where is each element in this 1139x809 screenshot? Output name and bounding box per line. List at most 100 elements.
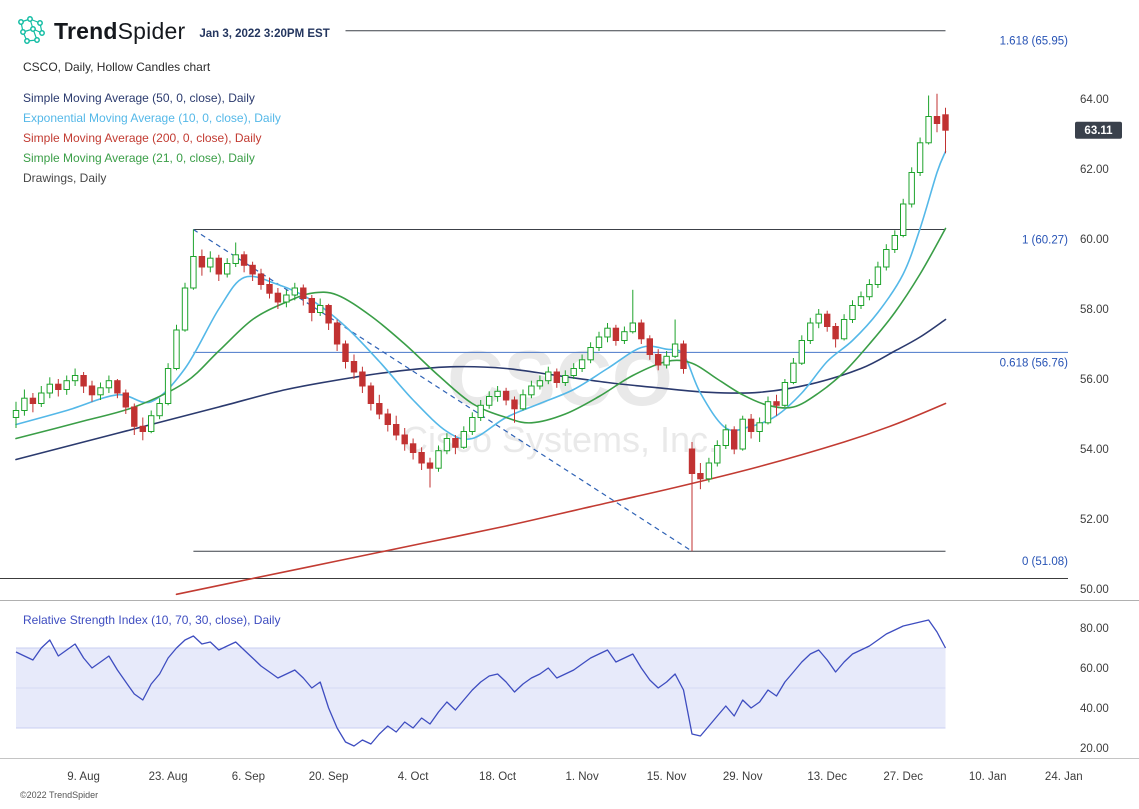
candle bbox=[722, 429, 729, 446]
candle bbox=[71, 375, 79, 382]
rsi-tick: 40.00 bbox=[1080, 703, 1109, 715]
candle bbox=[773, 401, 780, 406]
candle bbox=[502, 390, 510, 401]
candlesticks bbox=[12, 93, 949, 552]
date-tick: 10. Jan bbox=[969, 771, 1007, 783]
candle bbox=[97, 387, 104, 396]
candle bbox=[55, 383, 62, 391]
date-tick: 18. Oct bbox=[479, 771, 517, 783]
candle bbox=[249, 264, 256, 275]
candle bbox=[790, 362, 797, 384]
candle bbox=[663, 355, 670, 366]
rsi-axis[interactable]: 80.00 60.00 40.00 20.00 bbox=[1080, 623, 1109, 755]
brand-name-regular: Spider bbox=[117, 17, 186, 44]
date-tick: 20. Sep bbox=[309, 771, 349, 783]
legend-drawings[interactable]: Drawings, Daily bbox=[23, 171, 107, 185]
price-tick: 58.00 bbox=[1080, 304, 1109, 316]
price-tick: 60.00 bbox=[1080, 234, 1109, 246]
candle bbox=[443, 438, 451, 452]
candle bbox=[916, 142, 924, 174]
candle bbox=[832, 326, 839, 340]
legend-sma-200[interactable]: Simple Moving Average (200, 0, close), D… bbox=[23, 131, 262, 145]
legend-rsi[interactable]: Relative Strength Index (10, 70, 30, clo… bbox=[23, 613, 281, 627]
candle bbox=[688, 448, 696, 474]
fib-label: 0.618 (56.76) bbox=[1000, 357, 1069, 369]
date-tick: 9. Aug bbox=[67, 771, 100, 783]
price-tick: 54.00 bbox=[1080, 444, 1109, 456]
candle bbox=[409, 443, 417, 453]
candle bbox=[460, 431, 468, 448]
chart-title: CSCO, Daily, Hollow Candles chart bbox=[23, 60, 211, 74]
panel-separators bbox=[0, 600, 1139, 759]
rsi-tick: 20.00 bbox=[1080, 743, 1109, 755]
legend-sma-50[interactable]: Simple Moving Average (50, 0, close), Da… bbox=[23, 91, 255, 105]
candle bbox=[671, 343, 679, 357]
candle bbox=[570, 368, 577, 376]
candle bbox=[325, 305, 332, 324]
candle bbox=[578, 359, 586, 369]
candle bbox=[857, 296, 865, 307]
candle bbox=[232, 254, 239, 265]
candle bbox=[655, 354, 662, 366]
candle bbox=[536, 380, 544, 387]
candle bbox=[587, 347, 594, 361]
price-tick: 56.00 bbox=[1080, 374, 1109, 386]
candle bbox=[866, 284, 873, 298]
candle bbox=[156, 403, 163, 417]
candle bbox=[815, 313, 822, 324]
candle bbox=[646, 338, 653, 355]
candle bbox=[900, 203, 907, 236]
candle bbox=[426, 462, 434, 469]
candle bbox=[629, 322, 636, 333]
candle bbox=[697, 473, 704, 480]
candle bbox=[680, 343, 687, 369]
price-axis[interactable]: 64.00 62.00 60.00 58.00 56.00 54.00 52.00 50.00 bbox=[1080, 94, 1109, 596]
candle bbox=[80, 375, 87, 387]
date-tick: 24. Jan bbox=[1045, 771, 1083, 783]
last-price-badge[interactable]: 63.11 bbox=[1075, 121, 1122, 139]
candle bbox=[274, 292, 282, 303]
candle bbox=[63, 380, 70, 391]
candle bbox=[190, 256, 197, 289]
date-tick: 4. Oct bbox=[398, 771, 429, 783]
candle bbox=[562, 375, 569, 383]
candle bbox=[621, 331, 628, 342]
legend-ema-10[interactable]: Exponential Moving Average (10, 0, close… bbox=[23, 111, 281, 125]
candle bbox=[224, 263, 231, 275]
time-axis[interactable]: 9. Aug 23. Aug 6. Sep 20. Sep 4. Oct 18. Oct 1… bbox=[67, 771, 1082, 783]
date-tick: 23. Aug bbox=[149, 771, 188, 783]
candle bbox=[849, 305, 856, 320]
candle bbox=[883, 249, 890, 268]
candle bbox=[604, 327, 611, 338]
candle bbox=[595, 336, 603, 348]
candle bbox=[38, 392, 45, 404]
candle bbox=[612, 327, 620, 342]
candle bbox=[88, 385, 96, 396]
candle bbox=[393, 424, 400, 436]
candle bbox=[747, 418, 755, 433]
candle bbox=[21, 397, 28, 412]
header: TrendSpider Jan 3, 2022 3:20PM EST bbox=[16, 16, 330, 46]
candle bbox=[164, 368, 172, 404]
candle bbox=[266, 284, 273, 294]
date-tick: 29. Nov bbox=[723, 771, 763, 783]
date-tick: 13. Dec bbox=[807, 771, 847, 783]
candle bbox=[731, 429, 738, 450]
candle bbox=[519, 394, 527, 410]
candle bbox=[333, 322, 341, 345]
legend-sma-21[interactable]: Simple Moving Average (21, 0, close), Da… bbox=[23, 151, 255, 165]
brand-name: TrendSpider bbox=[54, 18, 185, 45]
fib-label: 0 (51.08) bbox=[1022, 556, 1068, 568]
candle bbox=[401, 434, 408, 445]
trendspider-logo[interactable] bbox=[16, 16, 46, 46]
candle bbox=[131, 406, 138, 427]
candle bbox=[435, 450, 442, 469]
candle bbox=[933, 116, 941, 124]
candle bbox=[257, 273, 265, 285]
candle bbox=[215, 257, 223, 275]
price-tick: 52.00 bbox=[1080, 514, 1109, 526]
candle bbox=[840, 319, 848, 340]
candle bbox=[29, 397, 37, 405]
